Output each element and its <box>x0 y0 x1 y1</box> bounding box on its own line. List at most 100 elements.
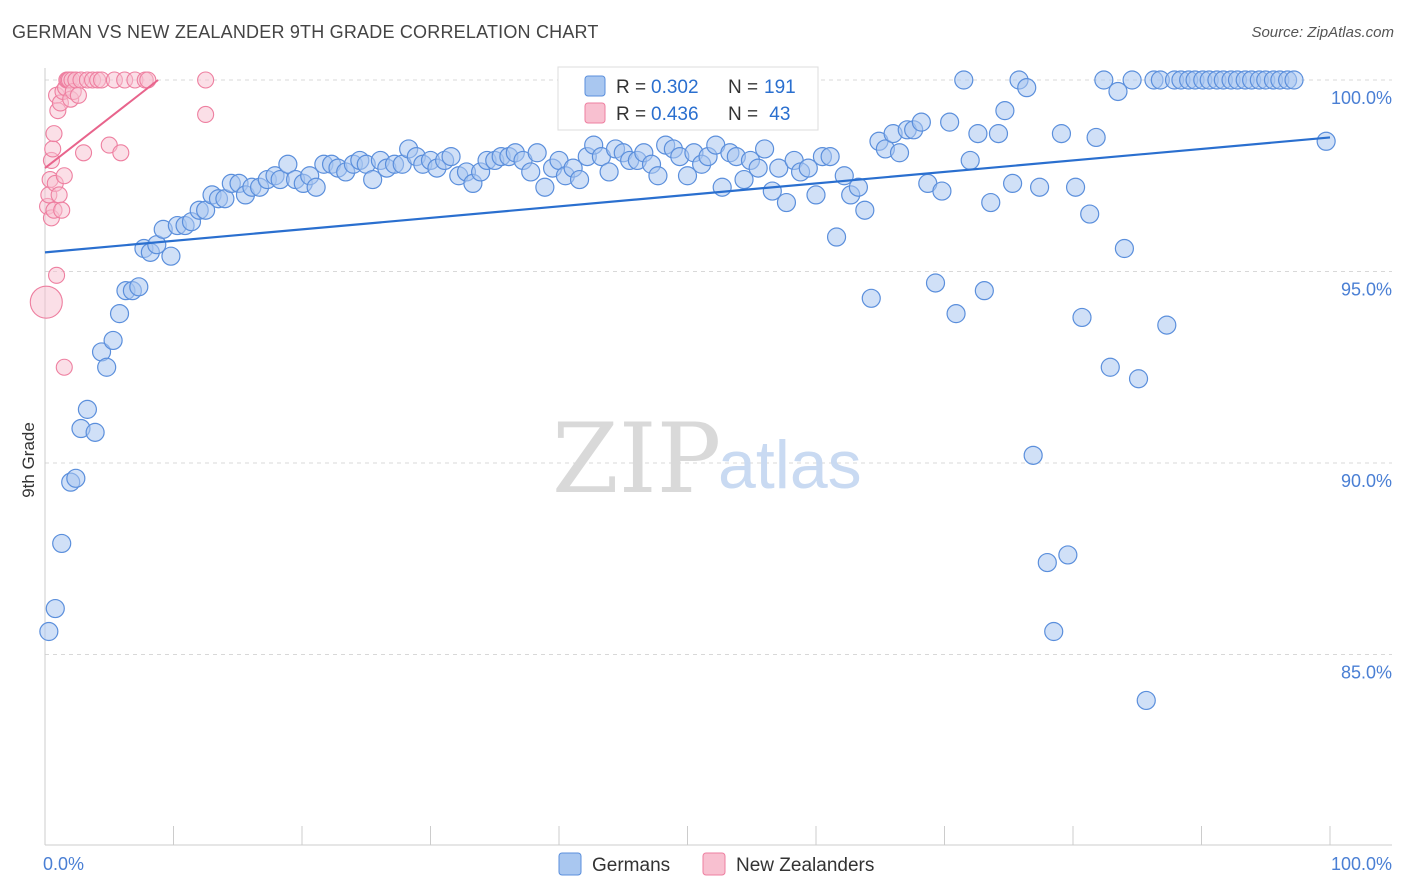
new-zealanders-point <box>69 86 87 104</box>
germans-point <box>940 112 960 132</box>
legend-swatch-new-zealanders <box>584 102 606 124</box>
germans-point <box>129 277 149 297</box>
germans-point <box>1029 177 1050 197</box>
germans-point <box>712 177 732 197</box>
bottom-legend-swatch-new-zealanders <box>702 852 726 876</box>
new-zealanders-trend-line <box>44 79 159 169</box>
new-zealanders-point <box>53 201 71 219</box>
new-zealanders-point <box>55 358 73 376</box>
germans-point <box>1122 70 1142 90</box>
germans-point <box>960 150 980 171</box>
germans-point <box>527 143 547 163</box>
new-zealanders-point <box>44 140 62 158</box>
germans-point <box>754 139 775 159</box>
germans-point <box>925 273 946 293</box>
legend-n-value-new-zealanders: 43 <box>764 104 790 125</box>
germans-point <box>988 124 1009 144</box>
germans-point <box>946 304 966 324</box>
y-tick-label: 85.0% <box>1341 663 1392 683</box>
chart-title: GERMAN VS NEW ZEALANDER 9TH GRADE CORREL… <box>12 22 599 42</box>
germans-point <box>932 181 952 201</box>
grid <box>45 79 1392 655</box>
germans-point <box>441 147 461 167</box>
y-tick-label: 90.0% <box>1341 471 1392 491</box>
source-label: Source: ZipAtlas.com <box>1251 24 1394 41</box>
legend-r-label-new-zealanders: R = <box>616 104 646 125</box>
germans-point <box>1128 369 1149 389</box>
germans-point <box>1086 127 1106 148</box>
watermark: ZIP atlas <box>552 403 862 515</box>
new-zealanders-point <box>48 266 66 284</box>
axes: 85.0% 90.0% 95.0% 100.0% 0.0% 100.0% <box>43 68 1392 874</box>
germans-point <box>855 200 875 220</box>
germans-point <box>1023 445 1043 465</box>
germans-point <box>1136 690 1156 711</box>
germans-point <box>974 281 994 301</box>
germans-points <box>39 70 1336 711</box>
germans-point <box>278 154 298 174</box>
germans-point <box>39 621 59 642</box>
bottom-legend-germans: Germans <box>592 855 670 876</box>
legend-r-label-germans: R = <box>616 77 646 98</box>
germans-point <box>569 169 590 190</box>
germans-point <box>85 422 105 442</box>
germans-point <box>1065 177 1086 197</box>
germans-point <box>889 143 910 163</box>
germans-point <box>1037 552 1057 573</box>
legend-r-value-germans: 0.302 <box>651 77 699 98</box>
y-axis-title: 9th Grade <box>19 422 38 498</box>
trend-lines <box>44 79 1331 254</box>
new-zealanders-point <box>55 167 73 185</box>
germans-point <box>734 169 754 190</box>
germans-point <box>599 162 619 182</box>
germans-point <box>648 166 668 186</box>
germans-point <box>306 177 326 197</box>
germans-point <box>1094 70 1114 90</box>
germans-point <box>995 101 1015 121</box>
germans-point <box>1072 307 1092 328</box>
new-zealanders-point <box>197 105 215 124</box>
germans-point <box>981 192 1001 213</box>
new-zealanders-point <box>50 186 68 204</box>
germans-point <box>1003 173 1023 194</box>
germans-trend-line <box>44 136 1331 254</box>
watermark-zip: ZIP <box>552 403 721 515</box>
germans-point <box>677 166 698 186</box>
germans-point <box>848 177 869 197</box>
germans-point <box>776 192 797 213</box>
new-zealanders-point <box>139 71 157 89</box>
germans-point <box>826 227 847 247</box>
germans-point <box>363 169 383 190</box>
germans-point <box>1284 70 1304 90</box>
germans-point <box>1017 78 1037 98</box>
germans-point <box>535 177 555 197</box>
germans-point <box>1044 621 1064 642</box>
new-zealanders-point <box>29 285 63 319</box>
new-zealanders-point <box>112 144 130 162</box>
germans-point <box>1058 545 1078 565</box>
germans-point <box>161 246 181 266</box>
germans-point <box>103 330 123 351</box>
new-zealanders-point <box>197 71 215 89</box>
new-zealanders-point <box>75 144 93 162</box>
germans-point <box>52 533 72 554</box>
germans-point <box>1108 81 1128 102</box>
germans-point <box>798 158 818 178</box>
bottom-legend: Germans New Zealanders <box>558 852 874 876</box>
germans-point <box>66 468 86 488</box>
bottom-legend-swatch-germans <box>558 852 582 876</box>
legend-n-label-new-zealanders: N = <box>728 104 758 125</box>
germans-point <box>45 598 65 619</box>
germans-point <box>97 357 117 377</box>
x-tick-label: 0.0% <box>43 854 84 874</box>
germans-point <box>968 124 988 144</box>
germans-point <box>1100 357 1120 377</box>
legend-box: R = 0.302 N = 191 R = 0.436 N = 43 <box>557 66 819 131</box>
germans-point <box>77 399 98 419</box>
bottom-legend-new-zealanders: New Zealanders <box>736 855 874 876</box>
germans-point <box>748 158 768 178</box>
germans-point <box>769 158 789 178</box>
germans-point <box>1051 124 1072 144</box>
germans-point <box>109 304 130 324</box>
germans-point <box>820 147 840 167</box>
